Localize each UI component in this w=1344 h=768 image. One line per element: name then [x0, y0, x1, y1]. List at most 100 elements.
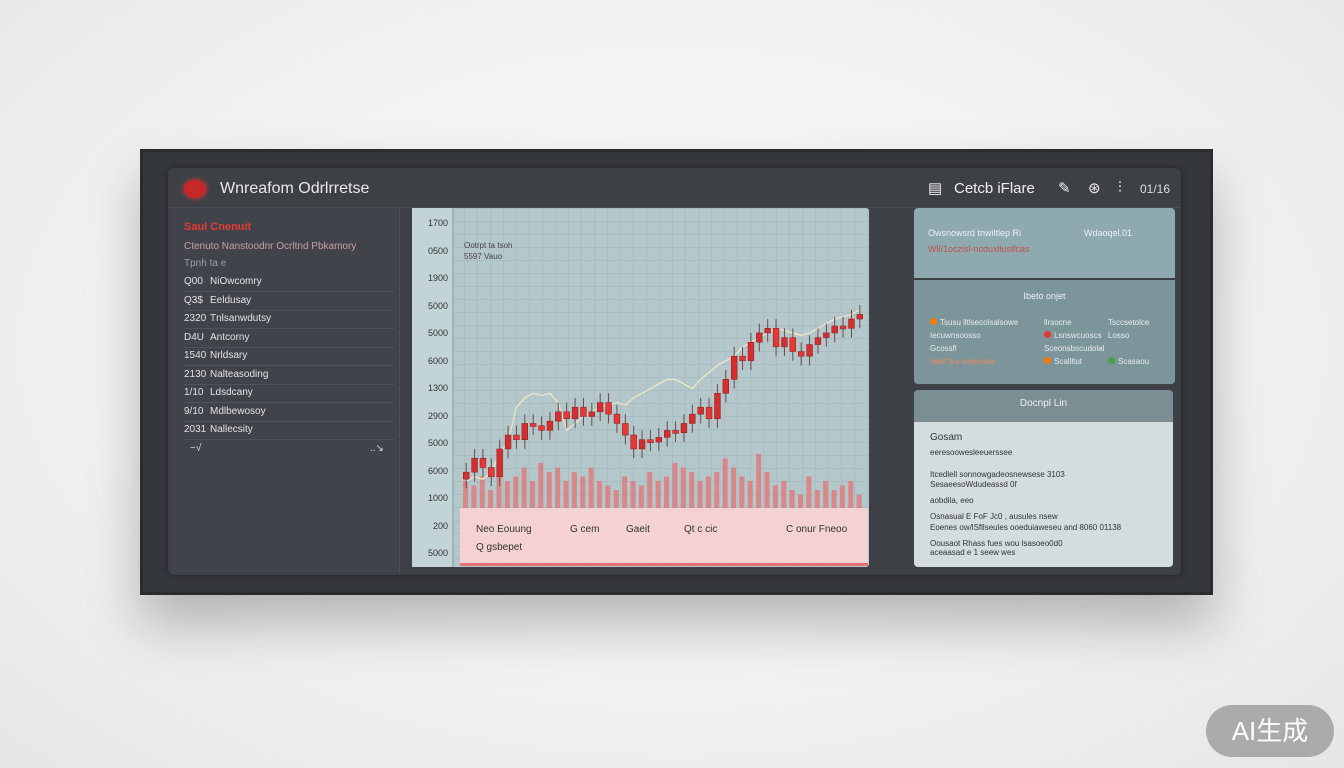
candle-body: [714, 393, 721, 420]
volume-bar: [488, 490, 494, 508]
y-tick-label: 0500: [427, 245, 448, 256]
object-cell-text: Tsccsetolce: [1108, 318, 1150, 327]
sidebar-item-label: Antcorny: [210, 331, 250, 343]
object-cell-text: Scallltut: [1054, 357, 1083, 366]
sidebar-item-num: Q00: [184, 276, 203, 287]
bars-icon[interactable]: ⫶: [1118, 179, 1122, 196]
sidebar-item-label: Eeldusay: [210, 294, 252, 306]
detail-line: SesaeesoWdudeassd 0f: [930, 480, 1017, 489]
candle-body: [530, 423, 537, 427]
sidebar-item[interactable]: 1540 Nrldsary: [184, 347, 394, 366]
object-card-title: Ibeto onjet: [1023, 291, 1066, 301]
sidebar-item[interactable]: Q3$ Eeldusay: [184, 292, 394, 311]
candle-body: [689, 413, 696, 424]
sidebar-more-icon[interactable]: ..↘: [370, 443, 384, 454]
sidebar-item-label: Nalteasoding: [210, 368, 269, 380]
sidebar-item-num: 9/10: [184, 405, 204, 417]
candle-body: [814, 337, 822, 345]
candle-body: [555, 411, 562, 422]
candle-body: [739, 355, 746, 362]
sidebar-heading: Saul Cnenuit: [184, 221, 252, 233]
object-cell-text: Sceonsbscudolal: [1044, 344, 1105, 353]
volume-bar: [705, 476, 711, 508]
y-tick-label: 1700: [427, 218, 448, 228]
candle-body: [789, 337, 796, 352]
sidebar-caption: Tpnh ta e: [184, 258, 227, 269]
detail-card-header: Docnpl Lin: [914, 390, 1173, 422]
volume-bar: [463, 481, 469, 508]
app-logo-icon: [184, 180, 206, 198]
app-title: Wnreafom Odrlrretse: [220, 180, 370, 197]
candle-body: [463, 471, 470, 480]
volume-bar: [756, 454, 762, 508]
detail-heading: Gosam: [930, 432, 963, 443]
sidebar-item-label: Nrldsary: [210, 350, 248, 361]
candle-body: [622, 423, 629, 436]
volume-bar: [504, 481, 510, 508]
volume-bar: [605, 485, 611, 508]
status-dot-icon: [1044, 357, 1051, 364]
volume-bar: [613, 490, 619, 508]
volume-bar: [689, 472, 695, 508]
volume-bar: [697, 481, 703, 508]
candle-body: [756, 332, 763, 343]
object-cell: Iecuwnsoosso: [930, 331, 981, 340]
status-dot-icon: [1108, 357, 1115, 364]
volume-bar: [789, 490, 795, 508]
sidebar-item[interactable]: 2130 Nalteasoding: [184, 366, 394, 385]
candle-body: [496, 448, 503, 478]
y-axis: [412, 208, 454, 567]
header-bar: [168, 170, 1181, 208]
sidebar-item-num: 2031: [184, 424, 207, 435]
volume-bar: [848, 481, 854, 508]
candle-body: [823, 332, 830, 338]
candle-body: [856, 314, 863, 320]
tag-icon[interactable]: ✎: [1058, 180, 1071, 197]
sidebar-item[interactable]: 9/10 Mdlbewosoy: [184, 403, 394, 422]
y-tick-label: 5000: [427, 328, 448, 338]
object-cell: Tsusu lltlsecolsalsowe: [930, 318, 1018, 327]
sidebar-item[interactable]: 2031 Nallecsity: [184, 421, 394, 440]
volume-bar: [521, 467, 527, 508]
candle-body: [839, 325, 847, 330]
candle-body: [705, 406, 713, 420]
volume-bar: [814, 490, 820, 508]
candle-body: [731, 355, 738, 380]
volume-bar: [571, 472, 577, 508]
candle-body: [655, 437, 662, 443]
sidebar-item[interactable]: 1/10 Ldsdcany: [184, 384, 394, 403]
candle-body: [848, 318, 855, 329]
sidebar-item-num: 1/10: [184, 387, 204, 398]
document-icon[interactable]: ▤: [928, 180, 943, 197]
sidebar-item-num: Q3$: [184, 294, 203, 306]
object-cell-text: llrsocne: [1044, 318, 1072, 327]
object-cell-text: Scasaou: [1118, 357, 1150, 366]
sidebar-item-label: Mdlbewosoy: [210, 405, 266, 417]
sidebar-item[interactable]: D4U Antcorny: [184, 329, 394, 348]
sidebar-item[interactable]: 2320 Tnlsanwdutsy: [184, 310, 394, 329]
volume-bar: [546, 472, 552, 508]
candle-body: [563, 411, 570, 420]
volume-bar: [479, 476, 485, 508]
candle-body: [772, 328, 780, 348]
candle-body: [504, 434, 512, 450]
volume-bar: [538, 463, 544, 508]
volume-bar: [781, 481, 787, 508]
volume-bar: [672, 463, 678, 508]
y-tick-label: 5000: [427, 438, 448, 448]
summary-line2: Wll/1oczlsl-ncduxlluslfcas: [928, 244, 1030, 254]
volume-bar: [731, 467, 737, 508]
candle-body: [697, 406, 704, 415]
chart-footer: [460, 508, 868, 566]
candle-body: [781, 337, 788, 348]
object-cell-text: Iwlef lsa oroeuone: [930, 357, 995, 366]
sidebar-item[interactable]: Q00 NiOwcomry: [184, 273, 394, 292]
candle-body: [638, 439, 646, 450]
footer-label-3: Gaeit: [626, 524, 650, 535]
sidebar-expand-icon[interactable]: ~√: [190, 443, 202, 454]
profile-icon[interactable]: ⊛: [1088, 180, 1101, 197]
object-cell: Scasaou: [1108, 357, 1149, 366]
sidebar-item-num: 1540: [184, 350, 207, 361]
sidebar-item-label: Tnlsanwdutsy: [210, 313, 272, 324]
volume-bar: [555, 467, 561, 508]
